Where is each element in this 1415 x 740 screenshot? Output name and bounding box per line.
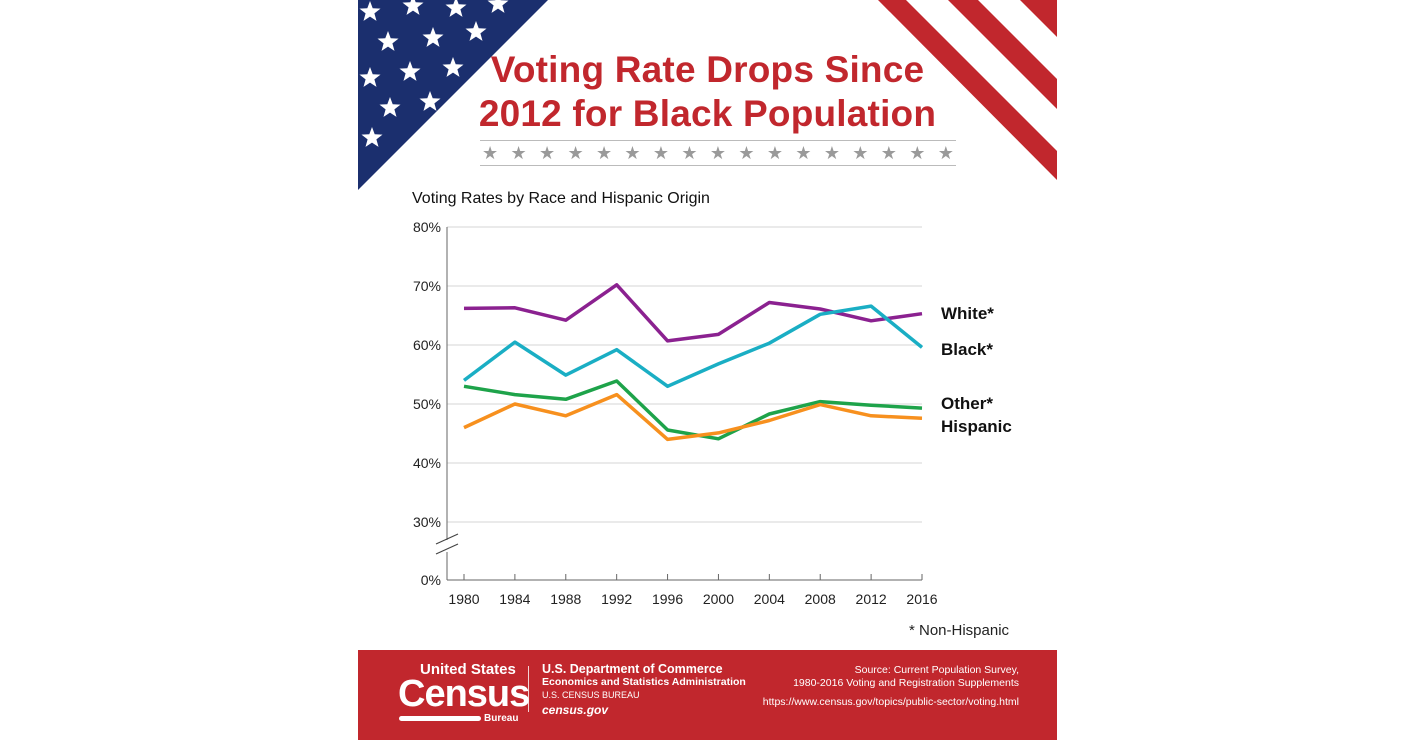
y-tick-label: 50% bbox=[413, 396, 441, 412]
star-icon bbox=[361, 127, 383, 147]
star-icon: ★ bbox=[880, 143, 897, 163]
star-icon bbox=[442, 57, 464, 77]
star-icon: ★ bbox=[909, 143, 926, 163]
x-tick-label: 2016 bbox=[906, 591, 937, 607]
star-icon: ★ bbox=[823, 143, 840, 163]
x-tick-label: 1992 bbox=[601, 591, 632, 607]
flag-canton bbox=[358, 0, 548, 190]
chart-title: Voting Rates by Race and Hispanic Origin bbox=[412, 190, 710, 207]
series-label-black: Black* bbox=[941, 340, 993, 359]
y-tick-label: 40% bbox=[413, 455, 441, 471]
series-line-hispanic bbox=[463, 392, 923, 442]
star-icon bbox=[359, 1, 381, 21]
y-tick-label: 80% bbox=[413, 219, 441, 235]
series-label-white: White* bbox=[941, 304, 994, 323]
site-link[interactable]: census.gov bbox=[542, 703, 609, 717]
star-icon: ★ bbox=[482, 143, 499, 163]
star-icon bbox=[419, 91, 441, 111]
star-divider: ★ ★ ★ ★ ★ ★ ★ ★ ★ ★ ★ ★ ★ ★ ★ ★ ★ bbox=[480, 140, 956, 166]
footnote: * Non-Hispanic bbox=[909, 622, 1010, 639]
star-icon bbox=[402, 0, 424, 15]
series-line-black bbox=[462, 304, 924, 389]
y-tick-label: 30% bbox=[413, 514, 441, 530]
star-icon: ★ bbox=[937, 143, 954, 163]
series-line-white bbox=[463, 283, 923, 343]
star-icon bbox=[422, 27, 444, 47]
star-icon bbox=[377, 31, 399, 51]
axis-break-icon bbox=[435, 533, 459, 545]
star-icon: ★ bbox=[538, 143, 556, 163]
star-icon: ★ bbox=[595, 143, 613, 163]
y-tick-label: 0% bbox=[421, 572, 441, 588]
x-tick-label: 2004 bbox=[754, 591, 785, 607]
star-icon bbox=[379, 97, 401, 117]
star-icon bbox=[399, 61, 421, 81]
star-icon: ★ bbox=[681, 143, 698, 163]
x-tick-label: 1988 bbox=[550, 591, 581, 607]
flag-stars-icon bbox=[359, 0, 509, 147]
source-url-link[interactable]: https://www.census.gov/topics/public-sec… bbox=[762, 696, 1019, 708]
x-tick-label: 1984 bbox=[499, 591, 530, 607]
source-info: Source: Current Population Survey, 1980-… bbox=[762, 664, 1019, 708]
star-icon: ★ bbox=[738, 143, 755, 163]
star-icon bbox=[487, 0, 509, 13]
page-title: Voting Rate Drops Since 2012 for Black P… bbox=[478, 49, 937, 134]
star-icon: ★ bbox=[510, 143, 527, 163]
star-icon: ★ bbox=[709, 143, 727, 163]
flag-decoration bbox=[358, 0, 1057, 190]
star-icon bbox=[445, 0, 467, 17]
footer: United States Census Bureau U.S. Departm… bbox=[358, 650, 1057, 740]
x-tick-label: 2008 bbox=[805, 591, 836, 607]
x-tick-label: 2012 bbox=[856, 591, 887, 607]
y-tick-label: 70% bbox=[413, 278, 441, 294]
star-icon: ★ bbox=[795, 143, 812, 163]
series-label-other: Other* bbox=[941, 394, 993, 413]
x-tick-label: 1980 bbox=[448, 591, 479, 607]
x-tick-label: 2000 bbox=[703, 591, 734, 607]
x-tick-label: 1996 bbox=[652, 591, 683, 607]
series-label-hispanic: Hispanic bbox=[941, 417, 1012, 436]
star-icon: ★ bbox=[652, 143, 670, 163]
flag-stripes bbox=[878, 0, 1057, 180]
star-icon: ★ bbox=[624, 143, 641, 163]
star-icon bbox=[465, 21, 487, 41]
star-icon: ★ bbox=[852, 143, 869, 163]
census-logo: United States Census Bureau bbox=[398, 661, 530, 724]
y-tick-label: 60% bbox=[413, 337, 441, 353]
infographic: Voting Rate Drops Since 2012 for Black P… bbox=[358, 0, 1057, 740]
line-chart: 80% 70% 60% 50% 40% 30% 0% 1980 1984 1988 1992 1996… bbox=[413, 219, 1012, 607]
star-icon bbox=[359, 67, 381, 87]
axis-break-icon bbox=[435, 543, 459, 555]
department-info: U.S. Department of Commerce Economics an… bbox=[542, 662, 746, 718]
star-icon: ★ bbox=[766, 143, 783, 163]
star-icon: ★ bbox=[567, 143, 584, 163]
